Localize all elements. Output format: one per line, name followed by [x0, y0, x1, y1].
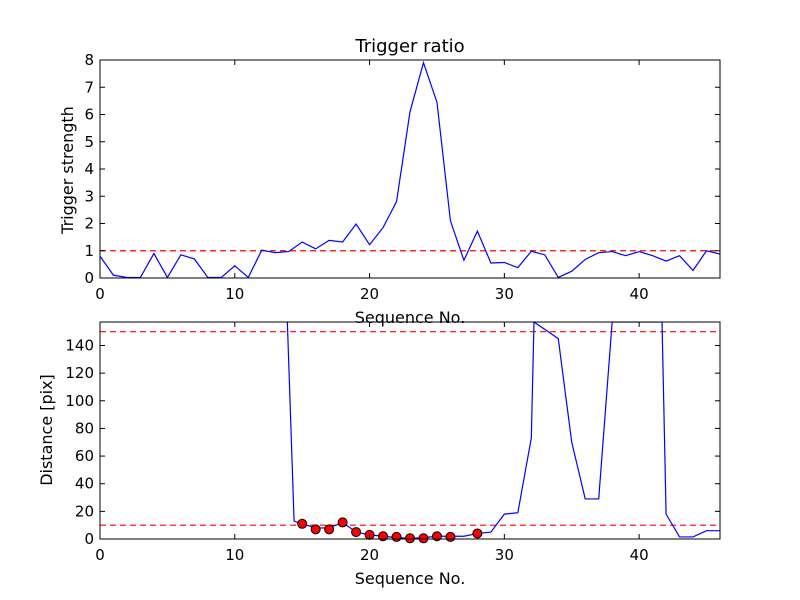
x-tick-label: 40: [630, 546, 649, 564]
plot-frame: [99, 321, 721, 540]
x-tick-label: 10: [225, 285, 244, 303]
x-tick-label: 10: [225, 546, 244, 564]
y-tick-label: 6: [84, 106, 94, 124]
data-point: [445, 531, 456, 542]
y-tick-label: 20: [75, 502, 94, 520]
y-tick-label: 2: [84, 215, 94, 233]
data-point: [324, 524, 335, 535]
y-tick-label: 80: [75, 419, 94, 437]
y-tick-label: 1: [84, 242, 94, 260]
y-tick-label: 5: [84, 133, 94, 151]
x-tick-label: 20: [360, 546, 379, 564]
data-point: [391, 531, 402, 542]
y-tick-label: 100: [65, 392, 94, 410]
y-axis-label: Distance [pix]: [37, 374, 56, 486]
y-tick-label: 140: [65, 336, 94, 354]
x-tick-label: 30: [495, 546, 514, 564]
y-tick-label: 120: [65, 364, 94, 382]
plot-frame: [99, 59, 721, 279]
y-tick-label: 60: [75, 447, 94, 465]
data-point: [351, 527, 362, 538]
data-point: [297, 518, 308, 529]
data-point: [337, 517, 348, 528]
y-tick-label: 0: [84, 530, 94, 548]
x-tick-label: 20: [360, 285, 379, 303]
x-tick-label: 40: [630, 285, 649, 303]
series-line: [100, 60, 720, 278]
x-tick-label: 0: [95, 285, 105, 303]
x-tick-label: 30: [495, 285, 514, 303]
chart-distance: Sequence No. Distance [pix] 0 10 20 30 40 0 20…: [37, 321, 721, 588]
x-axis-label: Sequence No.: [355, 569, 466, 588]
y-tick-label: 40: [75, 475, 94, 493]
y-tick-label: 7: [84, 78, 94, 96]
y-axis-label: Trigger strength: [58, 106, 77, 235]
data-point: [405, 533, 415, 544]
y-tick-label: 3: [84, 187, 94, 205]
x-tick-label: 0: [95, 546, 105, 564]
x-axis-label: Sequence No.: [355, 308, 466, 327]
y-tick-label: 8: [84, 51, 94, 69]
chart-title: Trigger ratio: [354, 36, 464, 57]
series-line: [286, 322, 720, 539]
data-point: [472, 528, 483, 539]
chart-trigger-ratio: Trigger ratio Trigger strength 0 10 20 30 40…: [58, 36, 721, 303]
data-point: [431, 531, 442, 542]
y-tick-label: 4: [84, 160, 94, 178]
data-point: [378, 531, 389, 542]
data-point: [418, 533, 429, 544]
data-point: [310, 524, 321, 535]
y-tick-label: 0: [84, 269, 94, 287]
